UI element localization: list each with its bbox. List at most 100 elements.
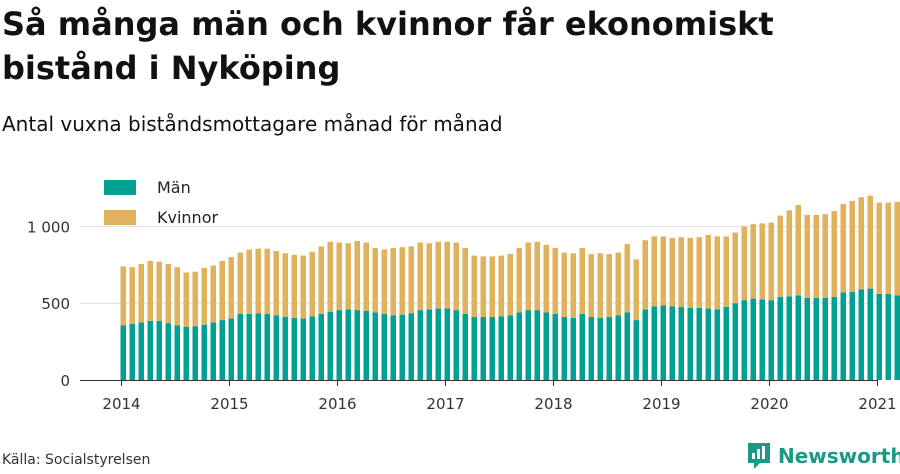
bar-men [165,323,171,380]
bar-women [318,246,324,314]
bar-men [264,313,270,380]
bar-women [453,242,459,311]
bar-men [741,300,747,380]
bar-women [606,254,612,318]
bar-women [282,253,288,318]
newsworthy-logo-icon [748,443,770,469]
bar-women [561,252,567,318]
bar-men [435,308,441,380]
bar-men [570,317,576,380]
bar-women [147,260,153,321]
bar-men [336,310,342,380]
bar-men [705,308,711,380]
bar-men [273,315,279,380]
bar-men [858,289,864,380]
bar-women [768,222,774,301]
bar-men [768,300,774,380]
bar-women [372,247,378,313]
bar-women [750,224,756,299]
bar-women [273,250,279,316]
bar-men [642,309,648,380]
bar-women [129,267,135,324]
bar-men [777,297,783,380]
bar-women [237,252,243,314]
bar-men [174,325,180,380]
bar-men [714,309,720,380]
x-tick-label: 2016 [318,395,356,413]
bar-women [552,247,558,314]
bar-men [687,307,693,380]
bar-men [129,323,135,380]
bar-women [804,214,810,298]
bar-men [660,305,666,380]
bar-women [489,256,495,318]
bar-women [381,249,387,314]
legend-label: Män [157,178,191,197]
bar-women [732,232,738,304]
bar-women [498,255,504,317]
bar-women [858,197,864,290]
bar-women [444,241,450,309]
bar-women [399,247,405,315]
bar-men [516,312,522,380]
bar-women [840,204,846,293]
bar-men [426,309,432,380]
bar-men [633,320,639,380]
bar-women [795,204,801,296]
bar-men [651,306,657,380]
bar-women [714,236,720,310]
bar-women [696,237,702,308]
bar-men [597,317,603,380]
bar-women [345,243,351,310]
bar-women [642,240,648,310]
bar-men [309,316,315,380]
bar-men [831,297,837,380]
bar-women [822,214,828,298]
bar-women [876,202,882,294]
bar-men [453,310,459,380]
bar-women [813,214,819,298]
bar-women [543,244,549,313]
bar-men [813,297,819,380]
bar-women [849,201,855,292]
bar-men [732,303,738,380]
bar-men [399,314,405,380]
bar-men [246,313,252,380]
bar-women [363,242,369,311]
bar-men [759,299,765,380]
bar-men [885,293,891,380]
bar-men [723,307,729,380]
bar-men [840,292,846,380]
bar-men [543,312,549,380]
bar-women [327,241,333,312]
bar-men [867,288,873,380]
bar-men [291,317,297,380]
bar-men [480,317,486,380]
bar-men [156,320,162,380]
bar-men [255,313,261,380]
bar-women [660,236,666,306]
bar-men [138,322,144,380]
bar-women [435,241,441,309]
bar-men [381,313,387,380]
bar-women [615,252,621,316]
bar-women [309,251,315,317]
x-tick-label: 2014 [102,395,140,413]
chart-subtitle: Antal vuxna biståndsmottagare månad för … [2,112,503,136]
bar-women [633,259,639,321]
bar-women [174,267,180,326]
bar-men [219,320,225,380]
bar-women [588,254,594,318]
bar-men [606,317,612,380]
bar-women [201,267,207,325]
bar-men [318,313,324,380]
legend-swatch [104,210,136,225]
y-tick-label: 1 000 [27,218,70,236]
bar-men [669,306,675,380]
bar-women [408,246,414,314]
bar-women [291,254,297,318]
bar-women [138,264,144,323]
bar-men [804,297,810,380]
bar-women [354,240,360,311]
bar-women [228,257,234,319]
